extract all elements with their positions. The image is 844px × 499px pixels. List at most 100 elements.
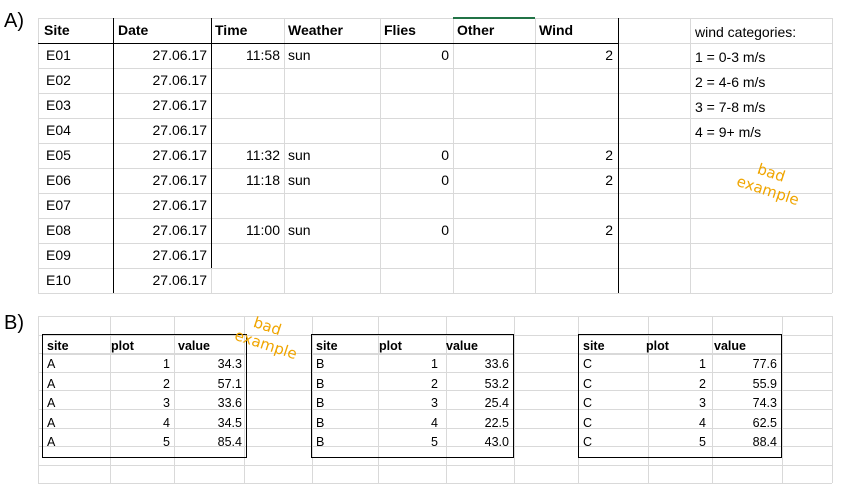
legend-line: 3 = 7-8 m/s: [695, 99, 766, 115]
header-flies: Flies: [384, 22, 416, 38]
cell-value: 22.5: [484, 415, 509, 430]
grid-row-line: [38, 464, 832, 466]
cell-date: 27.06.17: [152, 222, 208, 238]
data-table: site plot value A 1 34.3 A 2 57.1 A 3 33.6 A 4 34.5 A 5 8…: [42, 334, 247, 458]
grid-row-line: [38, 143, 832, 144]
cell-value: 43.0: [484, 435, 509, 449]
grid-col-line: [446, 316, 447, 484]
grid-col-line: [453, 18, 454, 293]
grid-row-line: [38, 316, 832, 317]
header-value: value: [446, 339, 478, 353]
grid-col-line: [832, 316, 833, 484]
grid-col-line: [712, 316, 713, 484]
grid-row-line: [38, 446, 832, 448]
data-table: site plot value C 1 77.6 C 2 55.9 C 3 74.3 C 4 62.5 C 5 8…: [578, 334, 782, 458]
cell-value: 53.2: [484, 376, 509, 391]
cell-border: [618, 18, 619, 293]
header-other: Other: [457, 22, 495, 38]
legend-line: wind categories:: [695, 24, 797, 40]
cell-site: C: [583, 357, 593, 371]
cell-plot: 4: [163, 415, 170, 430]
cell-site: A: [47, 415, 56, 430]
cell-plot: 3: [699, 396, 706, 410]
cell-value: 34.5: [217, 415, 242, 430]
cell-value: 25.4: [484, 396, 509, 410]
header-plot: plot: [111, 339, 134, 353]
header-date: Date: [118, 22, 149, 38]
header-underline: [312, 354, 513, 355]
grid-row-line: [38, 118, 832, 119]
cell-plot: 4: [431, 415, 438, 430]
cell-site: C: [583, 396, 593, 410]
cell-weather: sun: [288, 172, 311, 188]
grid-row-line: [38, 353, 832, 355]
grid-row-line: [38, 18, 832, 19]
cell-value: 33.6: [217, 396, 242, 410]
cell-site: A: [47, 376, 56, 391]
cell-time: 11:58: [246, 47, 280, 63]
cell-plot: 1: [699, 357, 706, 371]
header-site: site: [316, 339, 338, 353]
grid-col-line: [782, 316, 783, 484]
grid-col-line: [514, 316, 515, 484]
panel-b-label: B): [4, 312, 24, 334]
header-value: value: [714, 339, 746, 353]
grid-col-line: [312, 316, 313, 484]
header-plot: plot: [646, 339, 669, 353]
cell-time: 11:18: [246, 172, 280, 188]
cell-value: 34.3: [217, 357, 242, 371]
data-table: site plot value B 1 33.6 B 2 53.2 B 3 25.4 B 4 22.5 B 5 4…: [311, 334, 514, 458]
grid-row-line: [38, 427, 832, 429]
grid-row-line: [38, 409, 832, 410]
legend-line: 2 = 4-6 m/s: [695, 74, 766, 90]
grid-row-line: [38, 293, 832, 294]
cell-date: 27.06.17: [152, 122, 208, 138]
cell-date: 27.06.17: [152, 247, 208, 263]
cell-site: C: [583, 415, 593, 430]
cell-site: E07: [46, 197, 71, 213]
cell-site: E06: [46, 172, 71, 188]
cell-value: 62.5: [752, 415, 777, 430]
grid-col-line: [690, 18, 691, 293]
header-underline: [43, 354, 246, 355]
header-site: site: [583, 339, 605, 353]
cell-plot: 1: [163, 357, 170, 371]
cell-plot: 3: [431, 396, 438, 410]
cell-site: E02: [46, 72, 71, 88]
cell-flies: 0: [441, 172, 449, 188]
cell-wind: 2: [605, 172, 613, 188]
grid-row-line: [38, 334, 832, 336]
cell-flies: 0: [441, 47, 449, 63]
grid-row-line: [38, 68, 832, 69]
header-site: site: [47, 339, 69, 353]
cell-wind: 2: [605, 222, 613, 238]
header-site: Site: [44, 22, 70, 38]
panel-a-spreadsheet: Site Date Time Weather Flies Other Wind E01 27.0…: [38, 17, 833, 294]
grid-row-line: [38, 483, 832, 485]
cell-plot: 5: [431, 435, 438, 449]
cell-site: B: [316, 357, 325, 371]
cell-value: 88.4: [752, 435, 777, 449]
cell-flies: 0: [441, 222, 449, 238]
cell-date: 27.06.17: [152, 197, 208, 213]
cell-time: 11:32: [246, 147, 280, 163]
cell-value: 85.4: [217, 435, 242, 449]
grid-row-line: [38, 93, 832, 94]
grid-row-line: [38, 268, 832, 269]
cell-plot: 2: [163, 376, 170, 391]
cell-wind: 2: [605, 147, 613, 163]
grid-col-line: [244, 316, 245, 484]
cell-plot: 1: [431, 357, 438, 371]
cell-site: A: [47, 396, 56, 410]
cell-flies: 0: [441, 147, 449, 163]
cell-time: 11:00: [246, 222, 280, 238]
cell-weather: sun: [288, 147, 311, 163]
grid-col-line: [284, 18, 285, 293]
legend-line: 4 = 9+ m/s: [695, 124, 762, 140]
header-plot: plot: [379, 339, 402, 353]
cell-date: 27.06.17: [152, 72, 208, 88]
grid-col-line: [535, 18, 536, 293]
cell-plot: 5: [163, 435, 170, 449]
cell-site: E08: [46, 222, 71, 238]
